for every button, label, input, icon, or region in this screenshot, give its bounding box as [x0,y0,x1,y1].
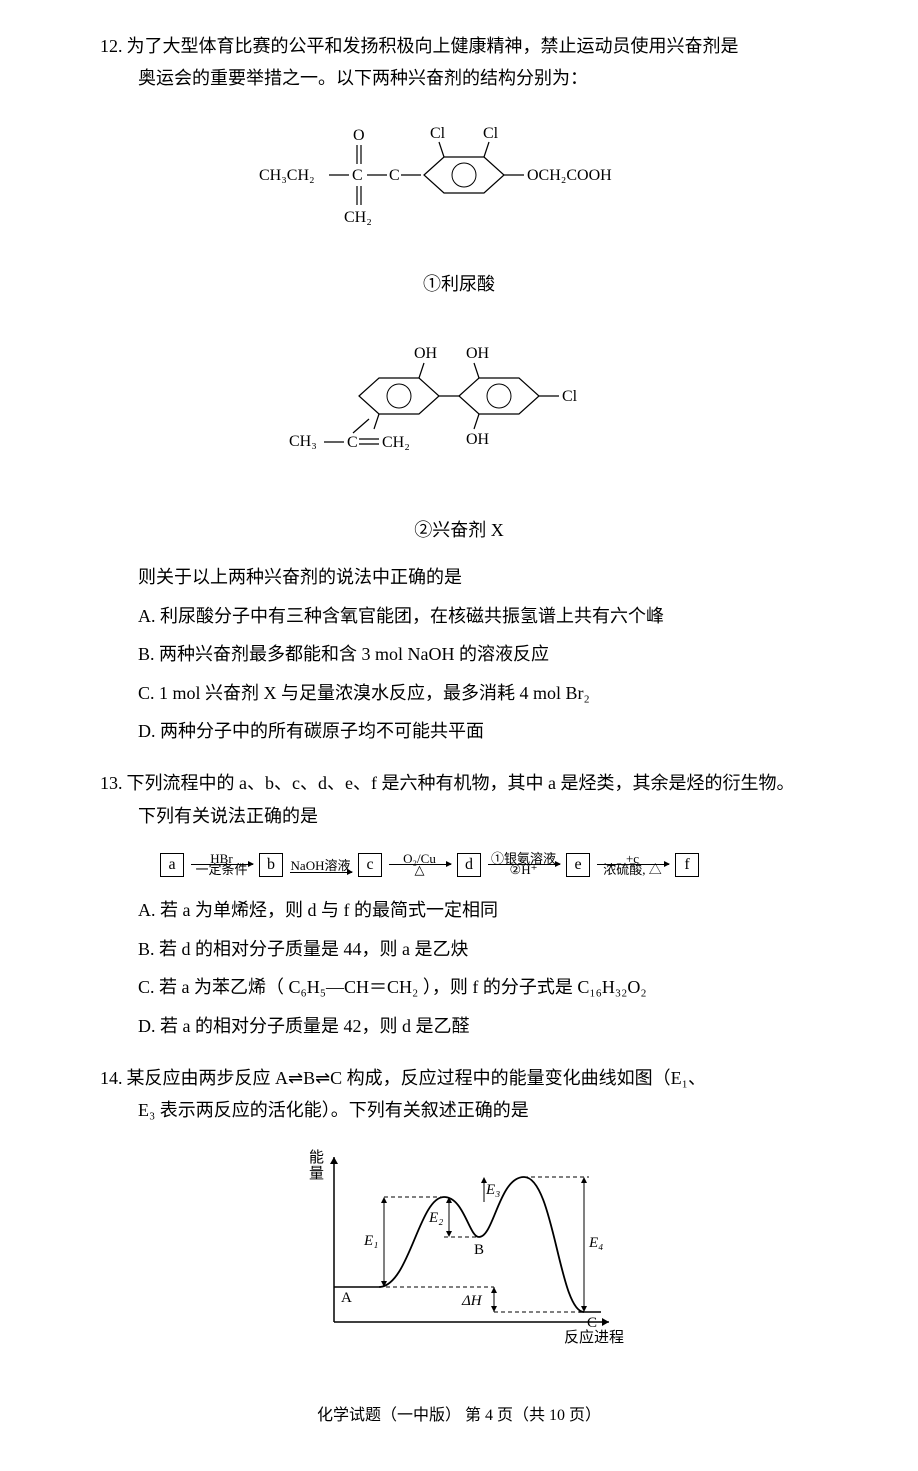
d1-c1: C [352,167,363,184]
flow-box-c: c [358,853,382,877]
flow-box-a: a [160,853,184,877]
d2-c: C [347,434,358,451]
d2-ch3: CH₃ [289,433,317,450]
energy-curve: 能量 反应进程 A C B [279,1142,639,1362]
flow-arrow-4: ①银氨溶液 ②H⁺ [488,852,560,878]
q13-text1: 下列流程中的 a、b、c、d、e、f 是六种有机物，其中 a 是烃类，其余是烃的… [127,767,819,799]
q13-header: 13. 下列流程中的 a、b、c、d、e、f 是六种有机物，其中 a 是烃类，其… [100,767,818,799]
q13-optA: A. 若 a 为单烯烃，则 d 与 f 的最简式一定相同 [138,894,818,926]
flow-arrow-1: HBr 一定条件 [191,852,253,878]
arrow4-bottom: ②H⁺ [510,863,538,877]
label-E1: E₁ [363,1233,378,1249]
q14-energy-diagram: 能量 反应进程 A C B [100,1142,818,1372]
q12-optD: D. 两种分子中的所有碳原子均不可能共平面 [138,715,818,747]
d1-left: CH₃CH₂ [259,167,315,184]
q12-header: 12. 为了大型体育比赛的公平和发扬积极向上健康精神，禁止运动员使用兴奋剂是 [100,30,818,62]
q12-text2: 奥运会的重要举措之一。以下两种兴奋剂的结构分别为： [138,62,818,94]
flow-arrow-5: +c 浓硫酸, △ [597,852,669,878]
flow-box-d: d [457,853,481,877]
q13-number: 13. [100,767,123,799]
q13-optB: B. 若 d 的相对分子质量是 44，则 a 是乙炔 [138,933,818,965]
label-E2: E₂ [428,1210,443,1226]
arrow5-bottom: 浓硫酸, △ [603,863,662,877]
d1-label: ①利尿酸 [100,268,818,300]
question-14: 14. 某反应由两步反应 A⇌B⇌C 构成，反应过程中的能量变化曲线如图（E₁、… [100,1062,818,1372]
q12-stem2: 则关于以上两种兴奋剂的说法中正确的是 [138,561,818,593]
q14-text2: E₃ 表示两反应的活化能）。下列有关叙述正确的是 [138,1094,818,1126]
flow-arrow-2: NaOH溶液 [290,859,352,870]
d2-oh1: OH [414,345,438,362]
question-12: 12. 为了大型体育比赛的公平和发扬积极向上健康精神，禁止运动员使用兴奋剂是 奥… [100,30,818,747]
d1-cl2: Cl [483,125,499,142]
structure-diagram-1: CH₃CH₂ C O CH₂ C Cl [249,110,669,250]
y-label: 能量 [309,1149,324,1182]
structure-diagram-2: OH OH OH Cl CH₃ C CH₂ [269,316,649,496]
d1-right: OCH₂COOH [527,167,612,184]
d1-o: O [353,127,365,144]
question-13: 13. 下列流程中的 a、b、c、d、e、f 是六种有机物，其中 a 是烃类，其… [100,767,818,1042]
label-E4: E₄ [588,1235,603,1251]
q12-optC: C. 1 mol 兴奋剂 X 与足量浓溴水反应，最多消耗 4 mol Br₂ [138,677,818,709]
flow-box-b: b [259,853,283,877]
d1-ch2: CH₂ [344,209,372,226]
q12-optB: B. 两种兴奋剂最多都能和含 3 mol NaOH 的溶液反应 [138,638,818,670]
q13-text2: 下列有关说法正确的是 [138,800,818,832]
q12-number: 12. [100,30,123,62]
q12-diagram1: CH₃CH₂ C O CH₂ C Cl [100,110,818,301]
arrow3-bottom: △ [415,863,425,877]
flow-box-e: e [566,853,590,877]
d2-ch2-2: CH₂ [382,434,410,451]
q13-optC: C. 若 a 为苯乙烯（ C₆H₅—CH＝CH₂ ），则 f 的分子式是 C₁₆… [138,971,818,1003]
page-footer: 化学试题（一中版） 第 4 页（共 10 页） [100,1402,818,1431]
arrow1-bottom: 一定条件 [195,863,247,877]
d2-label: ②兴奋剂 X [100,514,818,546]
q12-optA: A. 利尿酸分子中有三种含氧官能团，在核磁共振氢谱上共有六个峰 [138,600,818,632]
q12-text1: 为了大型体育比赛的公平和发扬积极向上健康精神，禁止运动员使用兴奋剂是 [127,30,819,62]
label-A: A [341,1290,352,1306]
d1-c2: C [389,167,400,184]
q12-diagram2: OH OH OH Cl CH₃ C CH₂ [100,316,818,547]
q13-flowchart: a HBr 一定条件 b NaOH溶液 c O₂/Cu △ d ①银氨溶液 ②H… [160,847,818,879]
label-C: C [587,1315,597,1331]
d2-oh3: OH [466,431,490,448]
flow-arrow-3: O₂/Cu △ [389,852,451,878]
d2-cl: Cl [562,388,578,405]
flow-box-f: f [675,853,699,877]
label-E3: E₃ [485,1182,500,1198]
label-B: B [474,1242,484,1258]
d2-oh2: OH [466,345,490,362]
q14-text1: 某反应由两步反应 A⇌B⇌C 构成，反应过程中的能量变化曲线如图（E₁、 [127,1062,819,1094]
q14-header: 14. 某反应由两步反应 A⇌B⇌C 构成，反应过程中的能量变化曲线如图（E₁、 [100,1062,818,1094]
q14-number: 14. [100,1062,123,1094]
label-dH: ΔH [461,1293,483,1309]
d1-cl1: Cl [430,125,446,142]
q13-optD: D. 若 a 的相对分子质量是 42，则 d 是乙醛 [138,1010,818,1042]
